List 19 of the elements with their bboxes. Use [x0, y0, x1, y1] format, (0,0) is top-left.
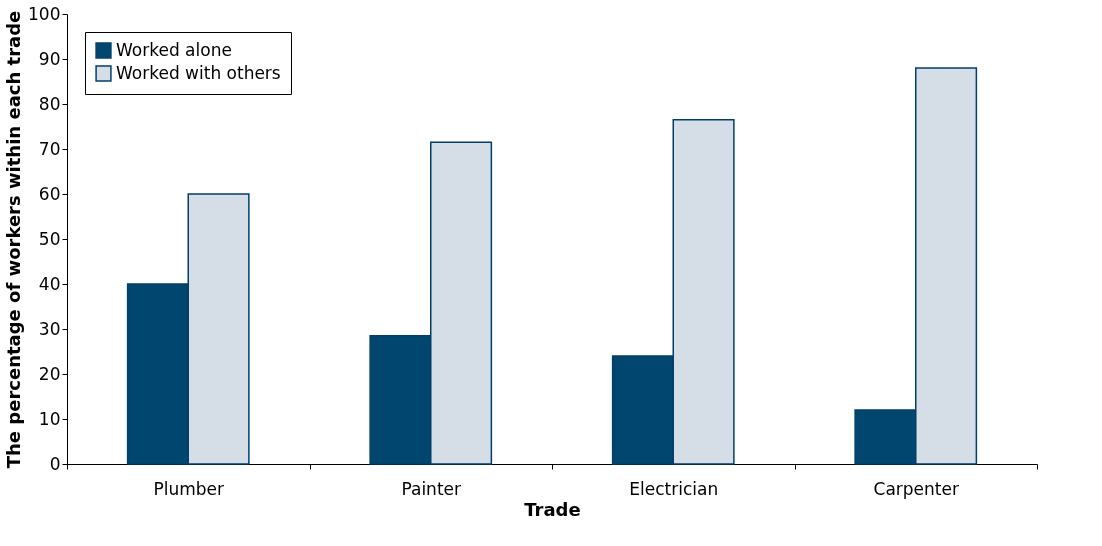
x-tick-label: Painter — [401, 478, 462, 499]
y-tick-label: 100 — [28, 3, 61, 24]
legend-label: Worked with others — [116, 62, 281, 83]
y-tick-label: 50 — [38, 228, 61, 249]
y-tick-label: 10 — [38, 408, 61, 429]
y-tick-label: 80 — [38, 93, 61, 114]
x-tick-label: Electrician — [629, 478, 719, 499]
y-axis-title: The percentage of workers within each trade — [3, 10, 25, 469]
y-tick-label: 90 — [38, 48, 61, 69]
y-tick-label: 60 — [38, 183, 61, 204]
y-tick-label: 0 — [49, 453, 61, 474]
y-tick-label: 20 — [38, 363, 61, 384]
y-tick-label: 40 — [38, 273, 61, 294]
x-tick-label: Plumber — [153, 478, 225, 499]
y-tick-label: 70 — [38, 138, 61, 159]
x-axis-title: Trade — [524, 498, 581, 520]
x-tick-label: Carpenter — [873, 478, 959, 499]
legend-label: Worked alone — [116, 39, 232, 60]
y-tick-label: 30 — [38, 318, 61, 339]
